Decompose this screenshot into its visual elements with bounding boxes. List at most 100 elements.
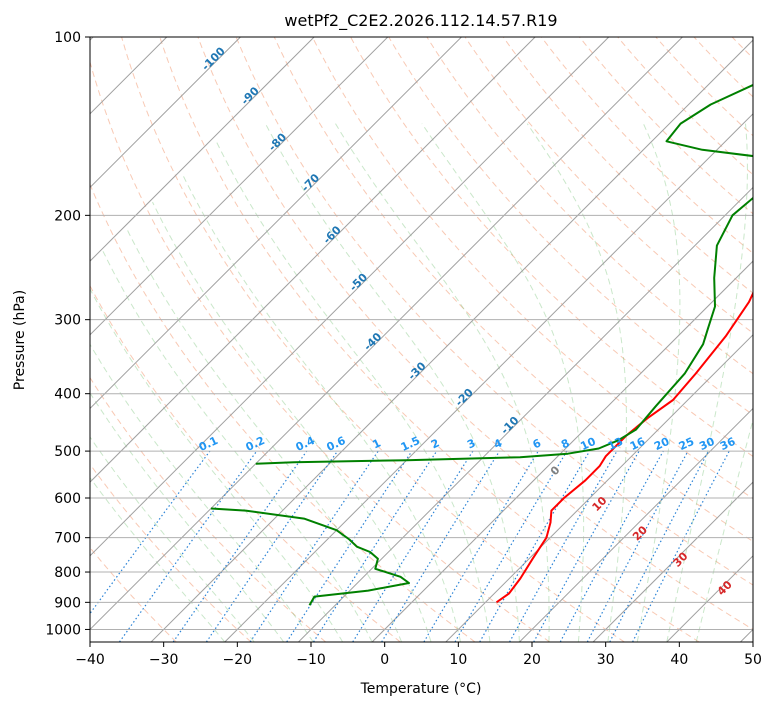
mixing-ratio-line: [586, 450, 689, 642]
y-tick-label: 800: [54, 565, 81, 581]
isobar-grid: [90, 37, 753, 630]
mixing-ratio-line: [632, 450, 730, 642]
mixing-ratio-lines: [90, 450, 730, 642]
moist-adiabat: [125, 227, 403, 642]
y-tick-label: 900: [54, 595, 81, 611]
mixing-ratio-line: [312, 450, 438, 642]
dry-adiabat: [90, 284, 401, 642]
x-tick-label: 10: [449, 652, 467, 668]
dry-adiabat-label: -50: [347, 271, 370, 294]
moist-adiabat-label: 40: [715, 578, 735, 598]
dry-adiabat-label: -20: [453, 386, 476, 409]
dry-adiabat-label: -10: [498, 414, 521, 437]
moist-adiabats: [90, 123, 753, 642]
y-tick-label: 300: [54, 313, 81, 329]
isotherm: [150, 39, 753, 642]
dry-adiabats: [90, 24, 775, 642]
isotherm: [298, 186, 753, 642]
mixing-ratio-line: [533, 450, 640, 642]
isotherm: [224, 113, 753, 642]
mixing-ratio-label: 20: [652, 435, 672, 453]
mixing-ratio-line: [172, 450, 308, 642]
moist-adiabat-label: 0: [548, 463, 563, 478]
mixing-ratio-line: [249, 450, 379, 642]
moist-adiabat: [636, 123, 681, 642]
isotherm: [90, 37, 536, 483]
dry-adiabat: [426, 37, 753, 375]
isotherms: [90, 37, 753, 642]
moist-adiabat: [264, 123, 520, 642]
y-axis-title: Pressure (hPa): [12, 290, 28, 390]
dry-adiabat: [388, 37, 753, 416]
y-axis: 100 200 300 400 500 600 700 800 900 1000: [45, 30, 90, 638]
isotherm: [519, 407, 753, 642]
y-tick-label: 400: [54, 387, 81, 403]
y-tick-label: 700: [54, 531, 81, 547]
mixing-ratio-label: 13: [606, 435, 625, 453]
isotherm: [90, 37, 462, 410]
series-layer: [210, 83, 753, 606]
isotherm: [445, 334, 753, 642]
plot-frame: [89, 36, 754, 643]
dry-adiabat: [90, 463, 252, 642]
dry-adiabat: [159, 37, 700, 642]
mixing-ratio-line: [119, 450, 258, 642]
dry-adiabat-label: -90: [239, 84, 262, 107]
series-line-0: [495, 290, 753, 604]
moist-adiabat-label: 20: [630, 523, 650, 543]
moist-adiabat: [666, 123, 748, 642]
x-tick-label: 50: [744, 652, 762, 668]
dry-adiabat-label: -60: [321, 223, 344, 246]
mixing-ratio-label: 4: [492, 436, 505, 451]
isotherm: [371, 260, 753, 642]
moist-adiabat: [90, 392, 285, 642]
mixing-ratio-label: 30: [697, 435, 717, 453]
moist-adiabat: [90, 287, 344, 642]
mixing-ratio-label: 36: [718, 435, 738, 453]
mixing-ratio-line: [205, 450, 338, 642]
isotherm: [90, 37, 389, 336]
moist-adiabat-label: 30: [671, 549, 691, 569]
x-tick-label: −10: [296, 652, 326, 668]
x-tick-label: −40: [75, 652, 105, 668]
moist-adiabat: [335, 123, 550, 642]
x-tick-label: 30: [597, 652, 615, 668]
mixing-ratio-line: [559, 450, 664, 642]
mixing-ratio-line: [454, 450, 568, 642]
x-tick-label: 40: [670, 652, 688, 668]
y-tick-label: 500: [54, 444, 81, 460]
dry-adiabat: [311, 37, 753, 500]
dry-adiabat: [350, 37, 753, 458]
mixing-ratio-label: 6: [531, 436, 544, 451]
y-tick-label: 200: [54, 208, 81, 224]
series-line-2: [255, 83, 753, 465]
isotherm: [90, 37, 610, 557]
mixing-ratio-line: [352, 450, 474, 642]
x-tick-label: −30: [149, 652, 179, 668]
mixing-ratio-line: [509, 450, 618, 642]
dry-adiabat: [90, 183, 476, 642]
isotherm: [90, 37, 241, 189]
y-tick-label: 600: [54, 491, 81, 507]
dry-adiabat: [757, 24, 775, 642]
dry-adiabat: [235, 37, 753, 586]
moist-adiabat: [152, 201, 432, 642]
moist-adiabat-label: 10: [590, 494, 610, 514]
y-tick-label: 1000: [45, 622, 81, 638]
mixing-ratio-label: 2: [429, 436, 441, 451]
moist-adiabat: [90, 436, 255, 642]
x-tick-label: 0: [380, 652, 389, 668]
isotherm: [90, 37, 683, 631]
dry-adiabat: [121, 37, 625, 642]
mixing-ratio-line: [286, 450, 413, 642]
dry-adiabat: [90, 60, 551, 642]
chart-title: wetPf2_C2E2.2026.112.14.57.R19: [284, 11, 557, 31]
x-axis-title: Temperature (°C): [360, 681, 482, 697]
mixing-ratio-label: 10: [578, 435, 598, 453]
isotherm: [666, 555, 753, 642]
dry-adiabat: [578, 37, 753, 215]
isotherm: [90, 37, 315, 262]
dry-adiabat: [90, 376, 327, 642]
moist-adiabat: [695, 418, 753, 642]
